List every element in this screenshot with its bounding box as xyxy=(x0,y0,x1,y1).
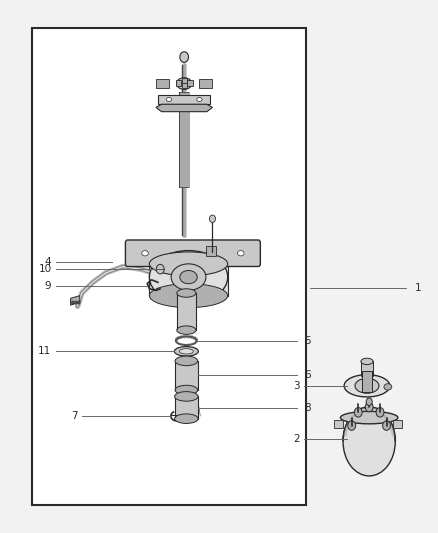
Bar xyxy=(187,80,193,86)
Bar xyxy=(199,79,212,88)
Ellipse shape xyxy=(343,407,395,476)
Ellipse shape xyxy=(149,284,228,308)
Circle shape xyxy=(383,421,391,430)
Ellipse shape xyxy=(175,392,198,401)
Bar xyxy=(177,293,196,330)
Ellipse shape xyxy=(340,411,398,424)
Bar xyxy=(32,28,306,505)
Bar xyxy=(175,397,198,419)
Ellipse shape xyxy=(175,414,198,423)
Ellipse shape xyxy=(384,384,392,390)
Text: 1: 1 xyxy=(415,282,421,293)
Text: 11: 11 xyxy=(38,346,51,357)
Text: 4: 4 xyxy=(45,257,51,267)
Ellipse shape xyxy=(174,346,198,356)
Ellipse shape xyxy=(197,98,202,102)
Circle shape xyxy=(74,301,77,304)
Circle shape xyxy=(180,52,188,62)
Bar xyxy=(158,95,210,104)
Circle shape xyxy=(209,215,215,222)
Bar xyxy=(182,83,187,88)
Polygon shape xyxy=(156,104,212,112)
Ellipse shape xyxy=(149,251,228,304)
Text: 9: 9 xyxy=(45,280,51,290)
FancyBboxPatch shape xyxy=(125,240,260,266)
Ellipse shape xyxy=(355,378,379,393)
Ellipse shape xyxy=(361,358,373,365)
Text: 7: 7 xyxy=(71,411,78,421)
Text: 2: 2 xyxy=(293,434,300,444)
Bar xyxy=(334,419,343,428)
Circle shape xyxy=(366,398,372,406)
Bar xyxy=(182,78,187,83)
Bar xyxy=(175,361,198,390)
Bar xyxy=(149,264,228,296)
Ellipse shape xyxy=(175,356,198,366)
Bar xyxy=(362,371,372,392)
Polygon shape xyxy=(71,296,80,305)
Circle shape xyxy=(376,408,384,417)
Circle shape xyxy=(71,301,74,304)
Ellipse shape xyxy=(166,98,172,102)
Ellipse shape xyxy=(180,349,193,354)
Text: 6: 6 xyxy=(304,370,311,381)
Circle shape xyxy=(78,301,80,304)
Bar xyxy=(179,92,189,187)
Bar xyxy=(361,361,373,376)
Ellipse shape xyxy=(175,385,198,395)
Text: 3: 3 xyxy=(293,381,300,391)
Ellipse shape xyxy=(177,289,196,297)
Ellipse shape xyxy=(344,375,390,397)
Ellipse shape xyxy=(180,270,197,284)
Bar xyxy=(176,80,181,86)
Ellipse shape xyxy=(149,252,228,276)
Bar xyxy=(206,246,215,256)
Ellipse shape xyxy=(177,326,196,334)
Ellipse shape xyxy=(177,78,192,90)
Text: 5: 5 xyxy=(304,336,311,346)
Circle shape xyxy=(156,264,164,274)
Ellipse shape xyxy=(142,251,148,256)
Ellipse shape xyxy=(237,251,244,256)
Text: 10: 10 xyxy=(38,264,51,274)
Bar xyxy=(393,419,402,428)
Circle shape xyxy=(354,408,362,417)
Text: 8: 8 xyxy=(304,402,311,413)
Ellipse shape xyxy=(171,264,206,290)
Bar xyxy=(156,79,169,88)
Circle shape xyxy=(348,421,356,430)
Circle shape xyxy=(365,402,373,412)
